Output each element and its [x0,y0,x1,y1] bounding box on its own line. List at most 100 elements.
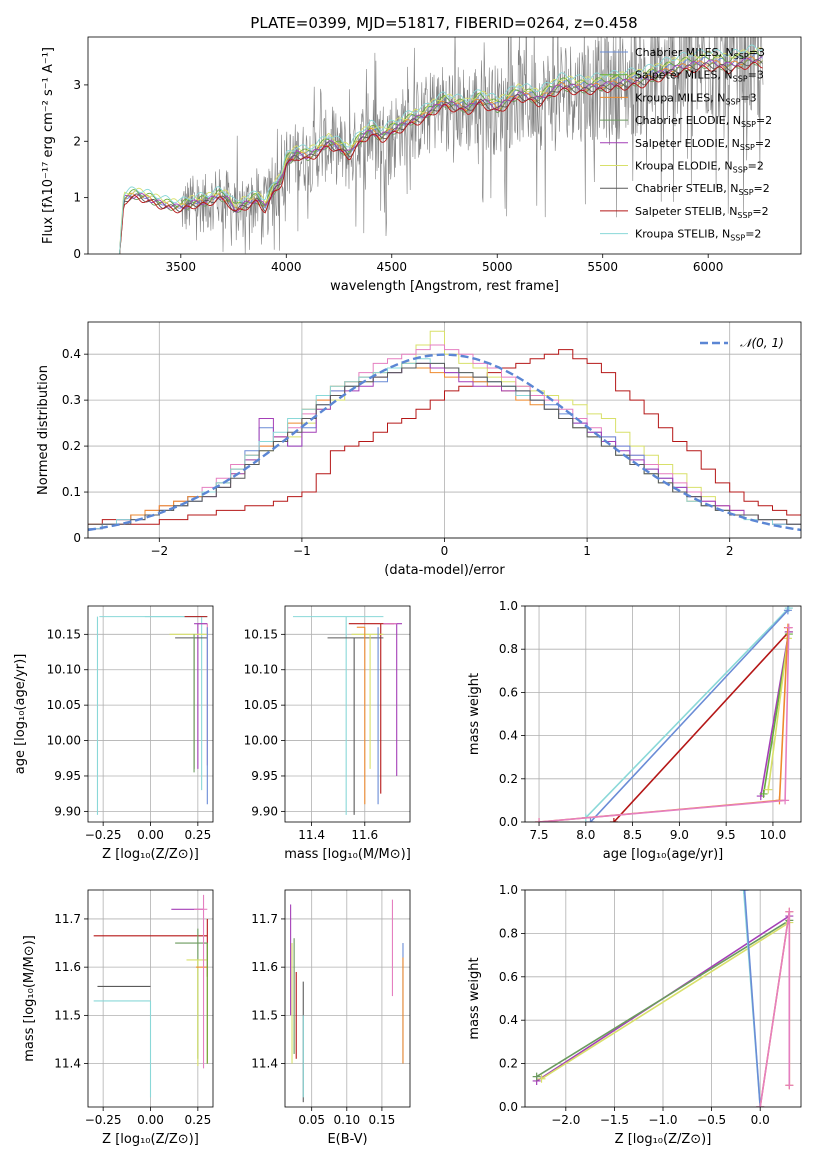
spectrum-panel: 3500 4000 4500 5000 5500 6000 0 1 2 3 wavelength [… [41,36,802,294]
y-tick-label: 0.8 [499,642,518,656]
age-vs-mass-panel: 11.4 11.6 9.90 9.95 10.00 10.05 10.10 10.15 mass… [244,605,411,862]
x-tick-label: 2 [726,544,734,558]
residuals-histogram-panel: −2 −1 0 1 2 0 0.1 0.2 0.3 0.4 (data-model)/error No… [36,321,802,578]
y-tick-label: 11.7 [54,912,81,926]
axes-frame [284,889,411,1108]
weight-marker [609,818,618,822]
x-tick-label: 11.6 [351,828,378,842]
plot-area [119,37,764,254]
weight-marker [781,796,790,805]
x-tick-label: 0.25 [184,828,211,842]
x-tick-label: −1.0 [648,1113,677,1127]
y-tick-label: 11.6 [251,960,278,974]
legend-label: Chabrier ELODIE, NSSP=2 [635,114,772,129]
plot-area [532,890,794,1107]
y-axis-label: Normed distribution [36,365,51,495]
y-tick-label: 0.2 [62,439,81,453]
y-tick-label: 0 [73,247,81,261]
x-tick-label: 11.4 [298,828,325,842]
histogram-salpeter-stelib [88,349,801,525]
x-tick-label: −2.0 [551,1113,580,1127]
y-tick-label: 1.0 [499,883,518,897]
y-tick-label: 0.6 [499,685,518,699]
x-tick-label: 0.25 [184,1113,211,1127]
y-tick-label: 10.05 [244,698,278,712]
x-axis-label: age [log₁₀(age/yr)] [603,847,724,862]
y-tick-label: 11.4 [251,1057,278,1071]
y-tick-label: 0.4 [499,1013,518,1027]
x-axis-label: wavelength [Angstrom, rest frame] [330,279,559,294]
model-line-salpeter-stelib [119,62,763,254]
weight-marker [739,890,748,894]
weight-marker [586,818,595,822]
weight-line-salpeter-stelib [613,631,790,822]
y-axis-label: Flux [fλ10⁻¹⁷ erg cm⁻² s⁻¹ A⁻¹] [41,47,56,244]
axes-frame [87,605,214,823]
plot-area [93,894,208,1098]
model-line-kroupa-elodie [119,47,763,254]
y-axis-label: age [log₁₀(age/yr)] [13,654,28,775]
axes-frame [524,889,802,1108]
x-tick-label: −2 [150,544,168,558]
model-line-salpeter-elodie [119,56,763,254]
x-tick-label: −0.25 [85,1113,122,1127]
weight-vs-age-panel: 7.5 8.0 8.5 9.0 9.5 10.0 0.0 0.2 0.4 0.6 0.8 1.0 age… [467,599,802,862]
x-axis-label: Z [log₁₀(Z/Z⊙)] [102,847,199,862]
y-tick-label: 9.95 [251,769,278,783]
x-tick-label: 8.5 [623,828,642,842]
plot-area [290,899,404,1103]
weight-line-kroupa-elodie [767,638,789,790]
weight-marker [764,785,773,794]
y-tick-label: 1 [73,191,81,205]
y-tick-label: 9.90 [54,804,81,818]
weight-marker [537,1074,546,1083]
x-tick-label: 0.05 [298,1113,325,1127]
x-tick-label: −0.25 [85,828,122,842]
y-tick-label: 10.00 [47,734,81,748]
x-tick-label: 4500 [376,260,407,274]
axes-frame [87,889,214,1108]
legend-label: Chabrier MILES, NSSP=3 [635,46,765,61]
model-line-salpeter-miles [119,50,763,254]
weight-marker [783,606,792,615]
y-tick-label: 11.4 [54,1057,81,1071]
weight-line-kroupa-stelib [585,607,790,819]
normal-distribution-curve [88,353,801,532]
weight-marker [756,1103,765,1107]
y-tick-label: 0.6 [499,970,518,984]
y-tick-label: 0.0 [499,1100,518,1114]
y-tick-label: 0.2 [499,772,518,786]
y-tick-label: 0.1 [62,485,81,499]
y-tick-label: 0.4 [62,347,81,361]
legend-label: Salpeter ELODIE, NSSP=2 [635,137,771,152]
y-axis-label: mass weight [467,673,482,755]
legend-label: Salpeter STELIB, NSSP=2 [635,205,769,220]
x-axis-label: E(B-V) [327,1132,367,1147]
axes-frame [284,605,411,823]
x-tick-label: 0.10 [333,1113,360,1127]
y-tick-label: 1.0 [499,599,518,613]
y-tick-label: 2 [73,134,81,148]
x-tick-label: 9.5 [717,828,736,842]
plot-area [88,330,801,532]
y-tick-label: 9.95 [54,769,81,783]
legend-label: Kroupa STELIB, NSSP=2 [635,228,761,243]
x-tick-label: 6000 [693,260,724,274]
x-tick-label: −1 [293,544,311,558]
y-tick-label: 10.05 [47,698,81,712]
y-tick-label: 10.15 [244,627,278,641]
y-tick-label: 10.15 [47,627,81,641]
age-vs-metallicity-panel: −0.25 0.00 0.25 9.90 9.95 10.00 10.05 10.10 10.1… [13,605,214,862]
x-axis-label: Z [log₁₀(Z/Z⊙)] [615,1132,712,1147]
x-tick-label: 0.15 [369,1113,396,1127]
legend-label: Salpeter MILES, NSSP=3 [635,69,764,84]
plot-area [535,606,793,822]
y-tick-label: 10.10 [47,663,81,677]
legend-label: 𝒩(0, 1) [740,336,784,350]
y-tick-label: 11.5 [251,1008,278,1022]
x-tick-label: 9.0 [670,828,689,842]
y-tick-label: 0.4 [499,729,518,743]
figure-title: PLATE=0399, MJD=51817, FIBERID=0264, z=0… [250,14,637,32]
weight-marker [532,1072,541,1081]
